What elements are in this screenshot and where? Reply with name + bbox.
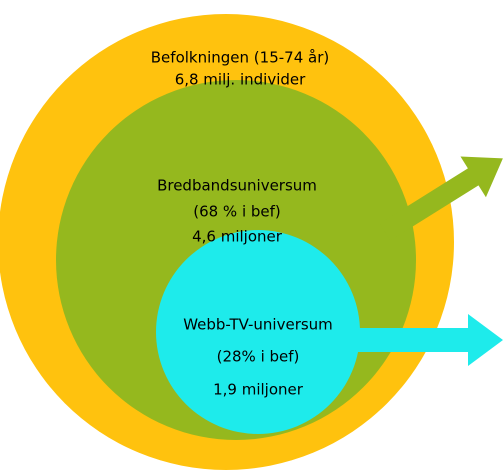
node-text: 4,6 miljoner [192, 228, 283, 246]
node-text: 1,9 miljoner [213, 381, 304, 399]
node-text: Befolkningen (15-74 år) [151, 49, 329, 67]
node-text: Bredbandsuniversum [157, 177, 317, 195]
webtv-arrow [350, 314, 503, 366]
node-text: (28% i bef) [217, 348, 300, 366]
node-text: (68 % i bef) [193, 203, 281, 221]
broadband-arrow [379, 156, 503, 241]
node-text: 6,8 milj. individer [175, 71, 306, 89]
node-text: Webb-TV-universum [183, 316, 333, 334]
webtv-circle [156, 230, 360, 434]
